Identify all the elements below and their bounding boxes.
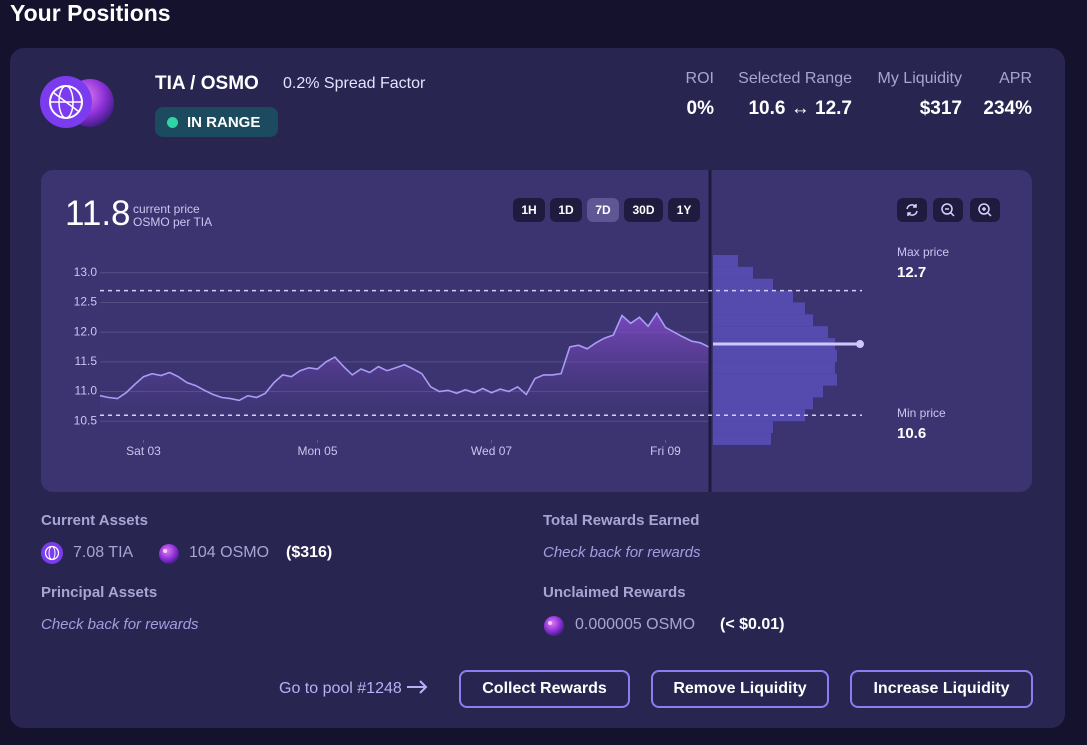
section-title: Total Rewards Earned (543, 512, 700, 529)
liquidity-bar (713, 373, 837, 386)
chart-panel: 13.0 12.5 12.0 11.5 11.0 10.5 Sat 03 Mon 05 Wed … (41, 170, 1032, 492)
stat-value: $317 (919, 98, 962, 119)
section-note: Check back for rewards (41, 616, 199, 633)
x-tick-label: Sat 03 (126, 444, 161, 458)
section-note: Check back for rewards (543, 544, 701, 561)
asset-amount: 7.08 TIA (73, 544, 134, 561)
status-text: IN RANGE (187, 113, 261, 131)
y-tick-label: 11.0 (75, 384, 98, 398)
section-title: Current Assets (41, 512, 148, 529)
reward-total: (< $0.01) (720, 616, 785, 633)
timeframe-button[interactable]: 30D (624, 198, 663, 222)
section-title: Principal Assets (41, 584, 158, 601)
zoom-out-button[interactable] (933, 198, 963, 222)
osmo-icon (544, 616, 564, 636)
stat-label: APR (999, 70, 1032, 87)
increase-button[interactable]: Increase Liquidity (850, 670, 1033, 708)
current-price-label: current price (133, 202, 200, 216)
price-area (100, 313, 709, 439)
status-badge: IN RANGE (155, 107, 278, 137)
liquidity-bar (713, 255, 738, 267)
max-price-label: Max price (897, 245, 949, 259)
page-title: Your Positions (10, 0, 171, 26)
min-price-label: Min price (897, 406, 946, 420)
liquidity-bar (713, 421, 773, 434)
x-tick-label: Mon 05 (297, 444, 337, 458)
stat-label: ROI (685, 70, 714, 87)
asset-amount: 104 OSMO (189, 544, 270, 561)
liquidity-bar (713, 385, 823, 398)
remove-button[interactable]: Remove Liquidity (651, 670, 829, 708)
zoom-in-button[interactable] (970, 198, 1000, 222)
stat-apr: APR 234% (983, 70, 1032, 120)
stat-value: 0% (686, 98, 714, 119)
liquidity-bar (713, 266, 753, 279)
y-tick-label: 13.0 (74, 265, 98, 279)
y-tick-label: 10.5 (74, 413, 98, 427)
stat-value: 10.6 ↔ 12.7 (738, 98, 852, 120)
liquidity-bar (713, 361, 835, 374)
timeframe-button[interactable]: 7D (587, 198, 619, 222)
pool-link[interactable]: Go to pool #1248 (279, 680, 428, 698)
timeframe-button[interactable]: 1Y (668, 198, 700, 222)
liquidity-bar (713, 278, 773, 291)
collect-button[interactable]: Collect Rewards (459, 670, 630, 708)
range-min: 10.6 (748, 98, 786, 119)
y-tick-label: 12.0 (74, 324, 98, 338)
unit-label: OSMO per TIA (133, 215, 213, 229)
refresh-button[interactable] (897, 198, 927, 222)
liquidity-bar (713, 349, 837, 362)
osmo-icon (159, 544, 179, 564)
liquidity-bar (713, 433, 771, 445)
asset-total: ($316) (286, 544, 333, 561)
stat-value: 234% (983, 98, 1032, 119)
current-price-dot (856, 340, 864, 349)
spread-factor: 0.2% Spread Factor (283, 75, 426, 92)
reward-amount: 0.000005 OSMO (575, 616, 696, 633)
section-title: Unclaimed Rewards (543, 584, 686, 601)
timeframe-button[interactable]: 1H (513, 198, 545, 222)
liquidity-bar (713, 326, 828, 339)
x-tick-label: Fri 09 (650, 444, 681, 458)
pair-name: TIA / OSMO (155, 73, 259, 94)
range-max: 12.7 (815, 98, 852, 119)
chart: 13.0 12.5 12.0 11.5 11.0 10.5 Sat 03 Mon 05 Wed … (74, 170, 949, 492)
liquidity-bar (713, 290, 793, 303)
liquidity-bar (713, 302, 805, 315)
price-line (99, 311, 710, 402)
y-tick-label: 11.5 (75, 354, 98, 368)
current-price: 11.8 (65, 194, 131, 233)
stat-label: My Liquidity (877, 70, 962, 87)
max-price-value: 12.7 (897, 264, 926, 281)
range-separator: ↔ (790, 98, 810, 119)
pool-link-text[interactable]: Go to pool #1248 (279, 680, 402, 697)
min-price-value: 10.6 (897, 425, 926, 442)
liquidity-bar (713, 314, 813, 327)
tia-icon (41, 542, 63, 564)
stat-roi: ROI 0% (686, 70, 714, 120)
y-tick-label: 12.5 (74, 295, 98, 309)
stat-label: Selected Range (738, 70, 852, 87)
liquidity-bar (713, 397, 813, 410)
pair-icons (40, 76, 114, 128)
stat-liquidity: My Liquidity $317 (878, 70, 962, 120)
x-tick-label: Wed 07 (471, 444, 512, 458)
stat-range: Selected Range 10.6 ↔ 12.7 (738, 70, 852, 120)
timeframe-button[interactable]: 1D (550, 198, 582, 222)
